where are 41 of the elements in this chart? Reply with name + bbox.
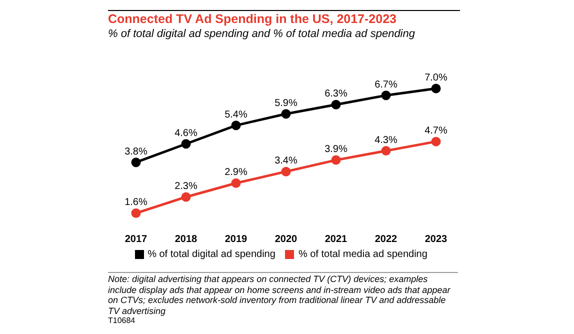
data-label: 3.4% <box>274 156 298 167</box>
data-label: 3.9% <box>324 144 348 156</box>
legend-label: % of total digital ad spending <box>148 249 276 260</box>
data-label: 3.8% <box>124 146 148 158</box>
point <box>381 90 391 100</box>
legend-label: % of total media ad spending <box>298 249 428 260</box>
data-label: 7.0% <box>424 72 448 84</box>
x-tick-label: 2019 <box>224 234 248 246</box>
point <box>181 192 191 202</box>
x-tick-label: 2022 <box>374 234 398 246</box>
data-label: 5.4% <box>224 109 248 120</box>
x-tick-label: 2023 <box>424 234 448 246</box>
chart-title: Connected TV Ad Spending in the US, 2017-2023 <box>108 12 396 26</box>
x-tick-label: 2020 <box>274 234 298 246</box>
data-label: 5.9% <box>274 98 298 109</box>
text: T10684 <box>108 316 136 326</box>
data-label: 6.3% <box>324 88 348 100</box>
x-tick-label: 2017 <box>124 234 148 246</box>
data-label: 4.6% <box>174 128 198 139</box>
point <box>231 120 241 130</box>
data-label: 2.9% <box>224 167 248 178</box>
data-label: 1.6% <box>124 197 148 208</box>
x-tick-label: 2021 <box>324 234 348 246</box>
point <box>331 155 341 165</box>
point <box>331 100 341 110</box>
point <box>281 109 291 119</box>
data-label: 4.7% <box>424 126 448 137</box>
data-label: 2.3% <box>174 180 198 192</box>
point <box>431 84 441 94</box>
chart-subtitle: % of total digital ad spending and % of total media ad spending <box>108 28 415 40</box>
text: Note: digital advertising that appears on connected TV (CTV) devices; examples include display ads that appear on home screens and in-stream video ads that appear on CTVs; excludes network-sold inventory from traditional linear TV and addressable TV advertising <box>108 274 452 316</box>
point <box>381 146 391 156</box>
point <box>431 136 441 146</box>
point <box>281 166 291 176</box>
point <box>181 139 191 149</box>
point <box>131 158 141 168</box>
point <box>131 208 141 218</box>
data-label: 6.7% <box>374 79 398 90</box>
x-tick-label: 2018 <box>174 234 198 246</box>
data-label: 4.3% <box>374 134 398 146</box>
point <box>231 178 241 188</box>
